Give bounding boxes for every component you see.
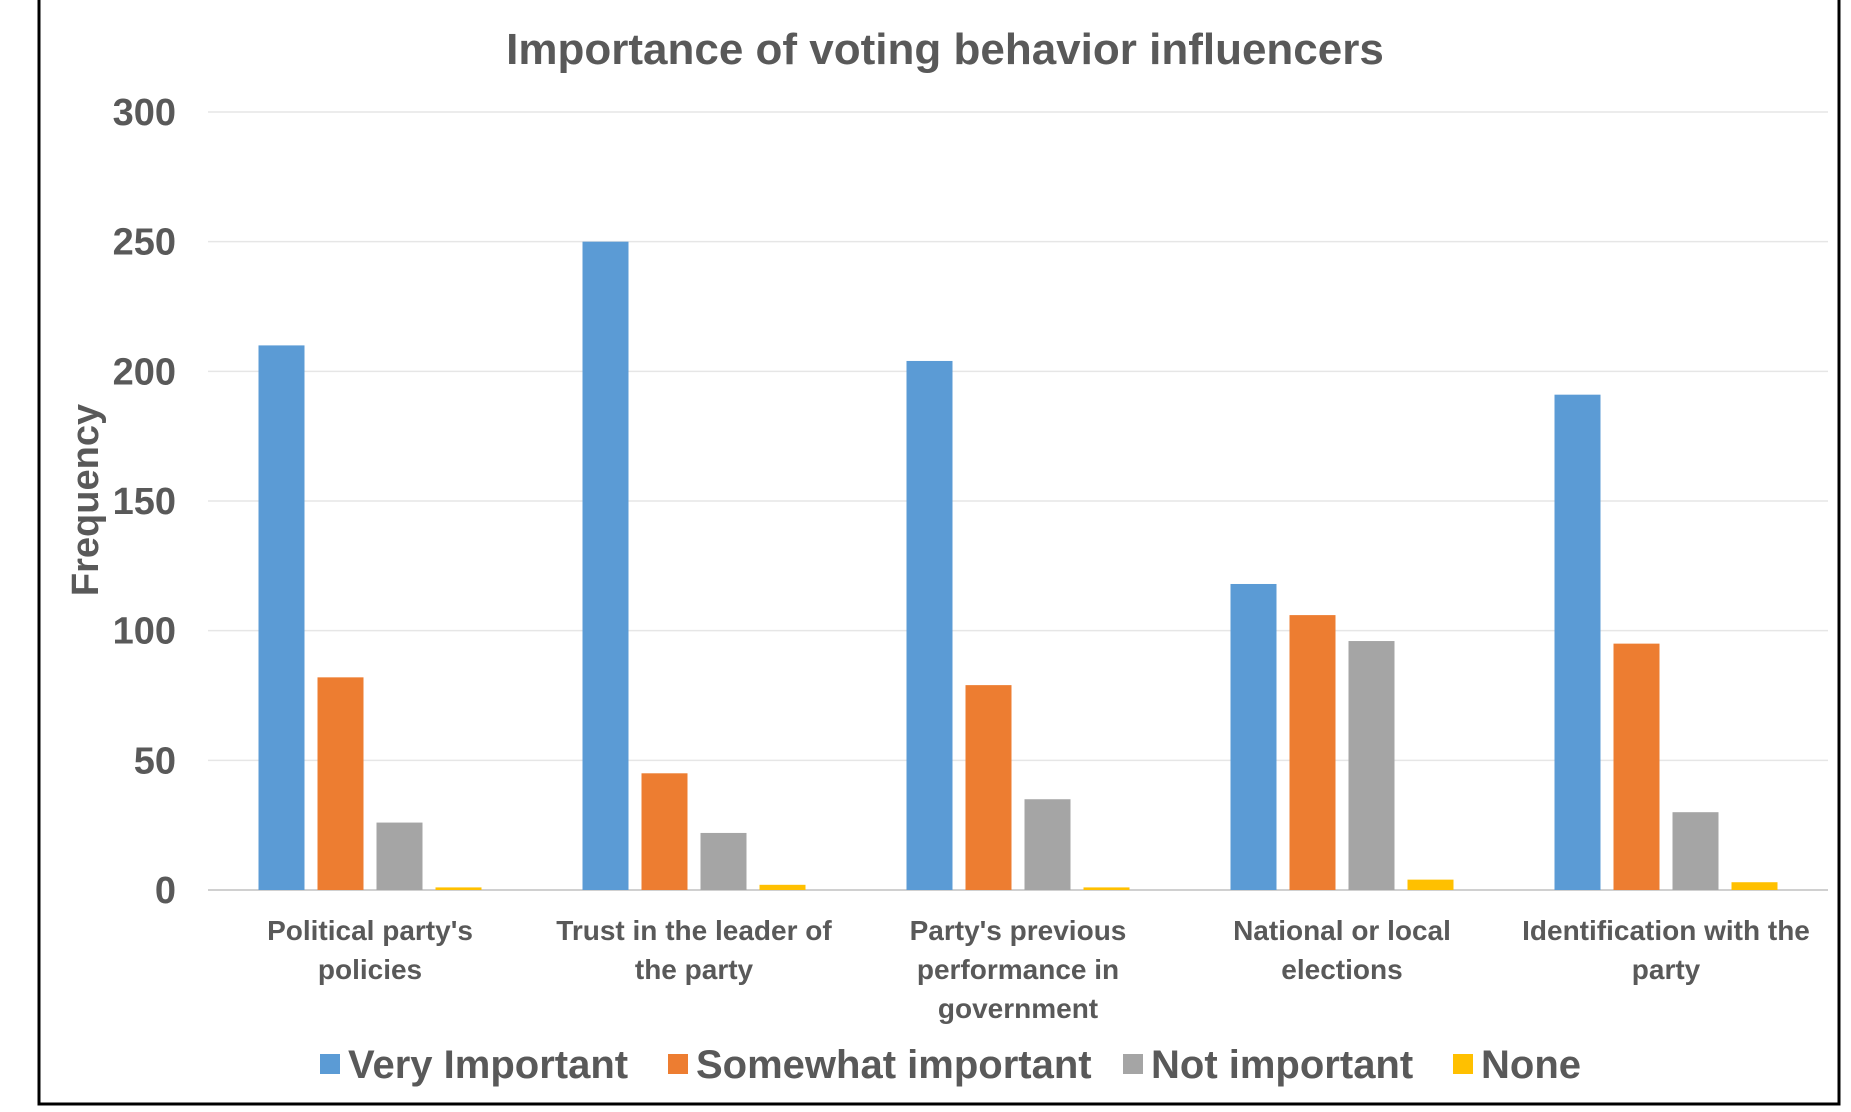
bars bbox=[258, 241, 1778, 891]
y-tick-label: 250 bbox=[113, 222, 176, 264]
x-tick-label: performance in bbox=[917, 954, 1119, 985]
x-tick-label: Party's previous bbox=[910, 915, 1127, 946]
legend-swatch bbox=[320, 1054, 340, 1074]
bar bbox=[1289, 615, 1336, 890]
y-axis-ticks: 0 50 100 150 200 250 300 bbox=[113, 92, 176, 912]
x-tick-label: Trust in the leader of bbox=[556, 915, 832, 946]
x-tick-label: the party bbox=[635, 954, 754, 985]
y-tick-label: 0 bbox=[155, 870, 176, 912]
bar bbox=[317, 677, 364, 890]
y-tick-label: 150 bbox=[113, 481, 176, 523]
x-tick-label: elections bbox=[1281, 954, 1402, 985]
y-axis-label: Frequency bbox=[65, 404, 107, 596]
x-axis-tick-labels: Political party's policies Trust in the le… bbox=[267, 915, 1810, 1024]
bar bbox=[1024, 799, 1071, 890]
x-tick-label: policies bbox=[318, 954, 422, 985]
bar bbox=[1407, 879, 1454, 890]
legend: Very Important Somewhat important Not impo… bbox=[320, 1043, 1581, 1087]
x-tick-label: Political party's bbox=[267, 915, 473, 946]
bar bbox=[1672, 812, 1719, 890]
legend-label: Not important bbox=[1151, 1043, 1413, 1087]
legend-label: None bbox=[1481, 1043, 1581, 1087]
chart-title: Importance of voting behavior influencer… bbox=[506, 25, 1384, 74]
legend-swatch bbox=[668, 1054, 688, 1074]
legend-swatch bbox=[1123, 1054, 1143, 1074]
bar bbox=[1348, 641, 1395, 890]
legend-swatch bbox=[1453, 1054, 1473, 1074]
y-tick-label: 200 bbox=[113, 351, 176, 393]
bar bbox=[1230, 583, 1277, 890]
y-tick-label: 50 bbox=[134, 740, 176, 782]
bar bbox=[1083, 887, 1130, 890]
bar bbox=[906, 360, 953, 891]
bar bbox=[965, 685, 1012, 890]
bar bbox=[582, 241, 629, 890]
bar bbox=[1554, 394, 1601, 890]
bar bbox=[1731, 882, 1778, 890]
bar bbox=[759, 884, 806, 890]
x-tick-label: National or local bbox=[1233, 915, 1451, 946]
legend-label: Very Important bbox=[348, 1043, 628, 1087]
bar bbox=[435, 887, 482, 890]
y-tick-label: 300 bbox=[113, 92, 176, 134]
bar bbox=[258, 345, 305, 890]
x-tick-label: party bbox=[1632, 954, 1701, 985]
bar bbox=[700, 832, 747, 890]
y-tick-label: 100 bbox=[113, 611, 176, 653]
bar bbox=[641, 773, 688, 890]
legend-label: Somewhat important bbox=[696, 1043, 1092, 1087]
bar bbox=[1613, 643, 1660, 890]
x-tick-label: government bbox=[938, 993, 1098, 1024]
bar bbox=[376, 822, 423, 890]
x-tick-label: Identification with the bbox=[1522, 915, 1810, 946]
